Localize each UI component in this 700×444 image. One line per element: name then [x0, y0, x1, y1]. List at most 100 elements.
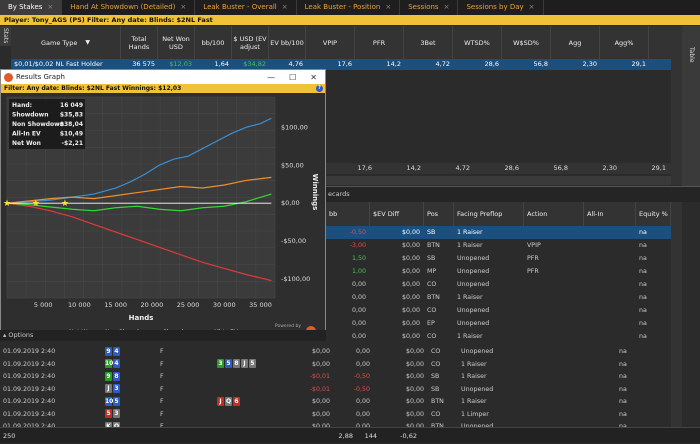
column-header-label: Game Type: [41, 38, 78, 47]
table-row[interactable]: 0,00 $0,00 CO 1 Raiser na: [326, 330, 671, 343]
card: 6: [233, 396, 240, 406]
hands-cell: [584, 317, 636, 330]
tab-5[interactable]: Sessions by Day ×: [458, 0, 544, 15]
hands-column-header[interactable]: Action: [524, 202, 584, 226]
hand-pos: BTN: [431, 398, 444, 405]
stat-value: -$38,04: [57, 121, 83, 128]
x-tick-label: 25 000: [177, 301, 200, 309]
hand-facing: Unopened: [458, 420, 616, 433]
x-tick-label: 20 000: [140, 301, 163, 309]
table-row[interactable]: 01.09.2019 2:40 105 F J Q 6 $0,00 0,00 $0,00 BTN 1…: [0, 395, 671, 408]
hand-bb: -0,50: [353, 385, 370, 393]
stakes-grid-header: Game Type ▼ Total Hands Net Won USD bb/100 $ …: [11, 26, 682, 59]
table-row[interactable]: 0,00 $0,00 CO Unopened na: [326, 278, 671, 291]
column-header[interactable]: PFR: [355, 26, 404, 59]
tab-close-icon[interactable]: ×: [180, 3, 187, 11]
hand-net: $0,00: [311, 348, 330, 355]
hands-cell: [584, 278, 636, 291]
column-header[interactable]: bb/100: [195, 26, 232, 59]
tab-close-icon[interactable]: ×: [528, 3, 535, 11]
hand-facing: 1 Limper: [461, 410, 489, 418]
hands-cell: 0,00: [351, 281, 366, 288]
y-axis-label: Winnings: [311, 174, 319, 211]
table-row[interactable]: -3,00 $0,00 BTN 1 Raiser VPIP na: [326, 239, 671, 252]
column-header[interactable]: $ USD (EV adjust: [232, 26, 269, 59]
column-header-label: WTSD%: [464, 38, 490, 47]
hand-ev: $0,00: [405, 385, 424, 393]
column-header-label: Total Hands: [128, 34, 150, 51]
table-row[interactable]: 0,00 $0,00 CO Unopened na: [326, 304, 671, 317]
stakes-cell: 4,72: [435, 60, 450, 68]
column-header[interactable]: W$SD%: [502, 26, 551, 59]
tab-close-icon[interactable]: ×: [281, 3, 288, 11]
hand-date: 01.09.2019 2:40: [3, 410, 56, 418]
tab-label: By Stakes: [8, 3, 43, 11]
table-side-tab[interactable]: Table: [682, 40, 700, 70]
hands-column-header[interactable]: $EV Diff: [370, 202, 424, 226]
column-header[interactable]: Total Hands: [121, 26, 158, 59]
tab-close-icon[interactable]: ×: [47, 3, 54, 11]
tab-0[interactable]: By Stakes ×: [0, 0, 63, 15]
hand-pos: CO: [431, 348, 441, 355]
series-line-2: [6, 176, 272, 204]
table-row[interactable]: 1,00 $0,00 MP Unopened PFR na: [326, 265, 671, 278]
hands-cell: $0,00: [401, 320, 420, 327]
hands-cell: VPIP: [527, 242, 541, 249]
stakes-cell: 17,6: [337, 60, 352, 68]
tab-2[interactable]: Leak Buster - Overall ×: [195, 0, 297, 15]
hand-ev: $0,00: [374, 420, 428, 433]
table-row[interactable]: 01.09.2019 2:40 9 4 F $0,00 0,00 $0,00 CO Unopen…: [0, 345, 671, 358]
table-row[interactable]: 0,00 $0,00 EP Unopened na: [326, 317, 671, 330]
total-ev-diff: -0,62: [400, 432, 417, 440]
column-header[interactable]: Game Type ▼: [11, 26, 121, 59]
help-icon[interactable]: ?: [316, 85, 323, 92]
hand-net: $0,00: [297, 420, 330, 433]
column-header[interactable]: Agg%: [600, 26, 649, 59]
column-header[interactable]: Net Won USD: [158, 26, 195, 59]
hands-column-header[interactable]: Facing Preflop: [454, 202, 524, 226]
column-header[interactable]: VPIP: [306, 26, 355, 59]
hands-column-header[interactable]: All-In: [584, 202, 636, 226]
maximize-icon[interactable]: ☐: [289, 72, 297, 82]
table-row[interactable]: 01.09.2019 2:40 104 F 3 5 8 J 5 $0,00 0,00 $0,00 CO…: [0, 358, 671, 371]
column-header[interactable]: EV bb/100: [269, 26, 306, 59]
hand-action: F: [160, 398, 164, 405]
table-row[interactable]: 1,50 $0,00 SB Unopened PFR na: [326, 252, 671, 265]
hand-bb: 0,00: [355, 398, 370, 405]
tab-4[interactable]: Sessions ×: [400, 0, 459, 15]
column-header-label: PFR: [372, 38, 386, 47]
options-button[interactable]: ▴ Options: [3, 331, 34, 339]
stakes-row[interactable]: $0,01/$0,02 NL Fast Holder 36 575 $12,03 1,…: [11, 59, 682, 70]
tab-close-icon[interactable]: ×: [385, 3, 392, 11]
tab-3[interactable]: Leak Buster - Position ×: [297, 0, 401, 15]
minimize-icon[interactable]: —: [267, 72, 276, 82]
table-row[interactable]: 01.09.2019 2:40 5 3 F $0,00 0,00 $0,00 CO 1 Limp…: [0, 408, 671, 421]
hands-cell: CO: [427, 307, 437, 314]
stats-side-tab[interactable]: Stats: [0, 26, 11, 46]
hands-cell: $0,00: [401, 242, 420, 249]
close-icon[interactable]: ✕: [310, 72, 317, 82]
hands-column-header[interactable]: Equity %: [636, 202, 671, 226]
filter-dropdown-icon[interactable]: ▼: [85, 38, 90, 46]
tab-1[interactable]: Hand At Showdown (Detailed) ×: [62, 0, 196, 15]
stakes-h-scrollbar[interactable]: [326, 176, 671, 185]
hand-ev: $0,00: [405, 373, 424, 380]
tab-close-icon[interactable]: ×: [443, 3, 450, 11]
column-header[interactable]: WTSD%: [453, 26, 502, 59]
hands-column-header[interactable]: Pos: [424, 202, 454, 226]
column-header[interactable]: 3Bet: [404, 26, 453, 59]
column-header[interactable]: Agg: [551, 26, 600, 59]
table-row[interactable]: 01.09.2019 2:40 9 8 F -$0,01 -0,50 $0,00 SB 1 Ra…: [0, 370, 671, 383]
stakes-cell: 56,8: [533, 60, 548, 68]
hand-facing: 1 Raiser: [461, 398, 487, 405]
hand-net: $0,00: [311, 398, 330, 405]
hands-column-header[interactable]: bb: [326, 202, 370, 226]
hand-net: $0,00: [311, 410, 330, 418]
table-row[interactable]: 0,00 $0,00 BTN 1 Raiser na: [326, 291, 671, 304]
hands-tab-label[interactable]: ecards: [328, 190, 350, 198]
table-row[interactable]: 01.09.2019 2:40KQF$0,000,00$0,00BTNUnope…: [0, 420, 671, 433]
table-row[interactable]: -0,50 $0,00 SB 1 Raiser na: [326, 226, 671, 239]
hands-scrollbar[interactable]: [671, 202, 682, 427]
table-row[interactable]: 01.09.2019 2:40 J 3 F -$0,01 -0,50 $0,00 SB Unop…: [0, 383, 671, 396]
stakes-scrollbar[interactable]: [671, 59, 682, 185]
